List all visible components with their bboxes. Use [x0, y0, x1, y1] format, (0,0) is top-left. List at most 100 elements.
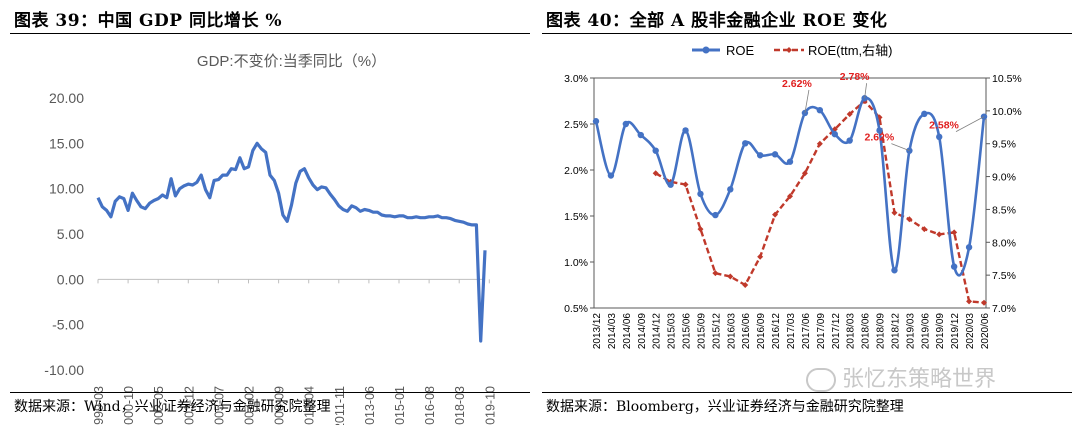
- x-tick-label: 1999-03: [92, 386, 106, 425]
- x-tick-label: 2013/12: [592, 313, 603, 350]
- ttm-marker: [697, 226, 704, 233]
- x-tick-label: 2014/09: [637, 313, 648, 350]
- right-title-rule: [542, 33, 1072, 34]
- ttm-marker: [727, 273, 734, 280]
- legend-roe-label: ROE: [726, 43, 755, 58]
- x-tick-label: 2018/12: [890, 313, 901, 350]
- roe-marker: [667, 181, 674, 188]
- x-tick-label: 2010-04: [303, 386, 317, 425]
- annotation-label: 2.78%: [840, 71, 870, 83]
- x-tick-label: 2019/06: [920, 313, 931, 350]
- plot-frame: [593, 77, 987, 309]
- ttm-marker: [816, 140, 823, 147]
- annotation-label: 2.62%: [864, 132, 894, 144]
- gdp-series-line: [96, 141, 487, 343]
- x-tick-label: 2008-09: [273, 386, 287, 425]
- x-tick-label: 2000-10: [122, 386, 136, 425]
- legend-ttm-marker: [786, 47, 792, 53]
- y-tick-label: 2.5%: [564, 119, 588, 131]
- x-tick-label: 2014/03: [607, 313, 618, 350]
- roe-marker: [652, 147, 659, 154]
- gdp-chart: GDP:不变价:当季同比（%） -10.00 -5.00 0.00 5.00 10.00 1…: [44, 53, 497, 425]
- roe-marker: [846, 137, 853, 144]
- ttm-marker: [652, 170, 659, 177]
- x-tick-label: 2013-06: [363, 386, 377, 425]
- x-tick-label: 2018/06: [861, 313, 872, 350]
- ttm-marker: [712, 270, 719, 277]
- roe-marker: [831, 130, 838, 138]
- y2-tick-label: 10.0%: [992, 106, 1022, 118]
- roe-marker: [861, 95, 868, 102]
- x-tick-label: 2003-12: [182, 386, 196, 425]
- y-tick-label: 15.00: [49, 135, 84, 151]
- ttm-marker: [936, 231, 943, 238]
- legend-ttm-label: ROE(ttm,右轴): [808, 43, 893, 58]
- right-source: 数据来源：Bloomberg，兴业证券经济与金融研究院整理: [546, 399, 904, 415]
- roe-marker: [727, 186, 734, 193]
- x-tick-label: 2015/03: [667, 313, 678, 350]
- x-tick-label: 2014/12: [652, 313, 663, 350]
- y2-tick-label: 9.5%: [992, 139, 1016, 151]
- x-tick-label: 2014/06: [622, 313, 633, 350]
- ttm-marker: [772, 211, 779, 218]
- x-tick-label: 2011-11: [333, 386, 347, 425]
- roe-marker: [965, 244, 973, 251]
- x-tick-label: 2015/12: [711, 313, 722, 350]
- annotation-label: 2.62%: [782, 78, 812, 90]
- x-tick-label: 2002-05: [152, 386, 166, 425]
- x-tick-label: 2016/09: [756, 313, 767, 350]
- x-tick-label: 2015/09: [696, 313, 707, 350]
- x-tick-label: 2015/06: [682, 313, 693, 350]
- ttm-marker: [787, 193, 793, 200]
- ttm-marker: [906, 216, 913, 223]
- roe-marker: [622, 120, 630, 128]
- roe-marker: [756, 152, 764, 159]
- annotation-leader: [891, 143, 910, 152]
- roe-marker: [816, 107, 824, 114]
- roe-marker: [682, 127, 689, 134]
- x-tick-label: 2017/06: [801, 313, 812, 350]
- roe-marker: [712, 211, 719, 219]
- roe-marker: [921, 110, 928, 118]
- x-tick-label: 2015-01: [393, 386, 407, 425]
- roe-series-line: [594, 96, 986, 277]
- ttm-marker: [682, 181, 689, 188]
- x-tick-label: 2016-08: [423, 386, 437, 425]
- roe-marker: [950, 263, 958, 270]
- ttm-marker: [891, 209, 898, 216]
- left-source-rule: [10, 392, 530, 393]
- y-tick-label: 0.5%: [564, 303, 588, 315]
- annotation-leader: [864, 83, 868, 99]
- y-tick-label: 10.00: [49, 181, 84, 197]
- ttm-marker: [757, 253, 764, 260]
- x-tick-label: 2017/09: [816, 313, 827, 350]
- watermark-text: 张忆东策略世界: [842, 367, 997, 392]
- ttm-marker: [742, 282, 749, 288]
- roe-marker: [771, 151, 779, 158]
- roe-marker: [697, 190, 704, 198]
- x-tick-label: 2018/09: [876, 313, 887, 350]
- ttm-marker: [921, 226, 928, 233]
- x-tick-label: 2018/03: [846, 313, 857, 350]
- chart-title: GDP:不变价:当季同比（%）: [197, 53, 386, 70]
- right-source-rule: [542, 392, 1072, 393]
- y-tick-label: 0.00: [57, 271, 84, 287]
- roe-marker: [801, 109, 809, 117]
- roe-marker: [742, 140, 749, 147]
- y2-tick-label: 10.5%: [992, 73, 1022, 85]
- y-tick-label: 3.0%: [564, 73, 588, 85]
- ttm-marker: [966, 298, 973, 305]
- x-tick-label: 2017/03: [786, 313, 797, 350]
- x-tick-label: 2020/03: [965, 313, 976, 350]
- y-tick-label: -10.00: [44, 362, 84, 378]
- roe-chart: ROE ROE(ttm,右轴) 0.5% 1.0% 1.5% 2.0% 2.5% 3.0% 7.…: [564, 43, 1022, 350]
- ttm-marker: [846, 111, 853, 118]
- legend-roe-marker: [702, 46, 710, 54]
- x-tick-label: 2017/12: [831, 313, 842, 350]
- y-tick-label: 5.00: [57, 226, 84, 242]
- right-panel-title: 图表 40：全部 A 股非金融企业 ROE 变化: [546, 11, 888, 31]
- roe-marker: [607, 172, 615, 179]
- y-tick-label: 1.0%: [564, 257, 588, 269]
- annotation-label: 2.58%: [929, 120, 959, 132]
- annotation-leader: [955, 116, 985, 132]
